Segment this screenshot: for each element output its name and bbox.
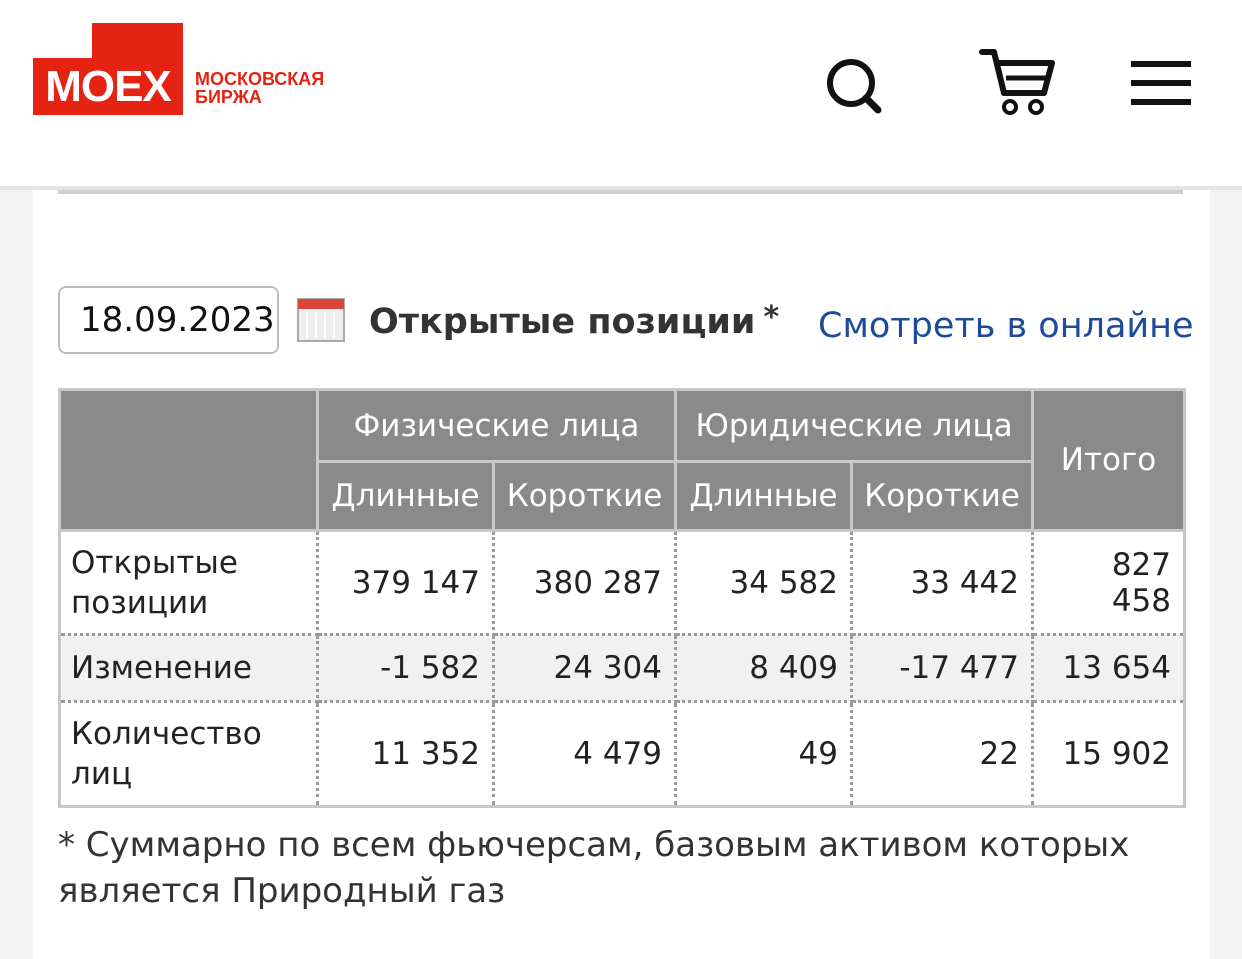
- subheader: Длинные: [316, 460, 495, 532]
- table-body: Открытые позиции 379 147 380 287 34 582 33 4…: [58, 529, 1186, 808]
- subheader: Короткие: [492, 460, 677, 532]
- cart-icon[interactable]: [978, 45, 1058, 120]
- logo-subtitle: БИРЖА: [195, 87, 262, 107]
- logo-subtitle: МОСКОВСКАЯ: [195, 69, 325, 89]
- cell-value: 15 902: [1031, 700, 1186, 808]
- positions-table: Физические лица Юридические лица Итого Д…: [58, 388, 1186, 808]
- search-icon[interactable]: [820, 52, 890, 122]
- cell-value: -1 582: [316, 633, 495, 703]
- group-header: Юридические лица: [674, 388, 1034, 463]
- cell-value: 827 458: [1031, 529, 1186, 636]
- logo[interactable]: MOEX: [33, 58, 183, 115]
- data-row: Изменение -1 582 24 304 8 409 -17 477 13 654: [58, 633, 1186, 703]
- cell-value: 380 287: [492, 529, 677, 636]
- row-label: Изменение: [58, 633, 319, 703]
- total-header: Итого: [1031, 388, 1186, 532]
- cell-value: 33 442: [850, 529, 1034, 636]
- data-row: Количество лиц 11 352 4 479 49 22 15 902: [58, 700, 1186, 808]
- divider: [58, 190, 1183, 194]
- row-label: Количество лиц: [58, 700, 319, 808]
- online-link[interactable]: Смотреть в онлайне: [818, 306, 1194, 346]
- group-header: Физические лица: [316, 388, 677, 463]
- menu-icon[interactable]: [1128, 58, 1194, 108]
- cell-value: 49: [674, 700, 853, 808]
- cell-value: 13 654: [1031, 633, 1186, 703]
- cell-value: 8 409: [674, 633, 853, 703]
- cell-value: 11 352: [316, 700, 495, 808]
- subheader: Короткие: [850, 460, 1034, 532]
- footnote: * Суммарно по всем фьючерсам, базовым ак…: [58, 825, 1130, 911]
- cell-value: 379 147: [316, 529, 495, 636]
- cell-value: 34 582: [674, 529, 853, 636]
- cell-value: 4 479: [492, 700, 677, 808]
- cell-value: 22: [850, 700, 1034, 808]
- logo-block: [92, 23, 183, 63]
- data-row: Открытые позиции 379 147 380 287 34 582 33 4…: [58, 529, 1186, 636]
- header-row: Физические лица Юридические лица Итого: [58, 388, 1186, 532]
- row-label: Открытые позиции: [58, 529, 319, 636]
- title-text: Открытые позиции: [369, 302, 756, 342]
- date-input[interactable]: 18.09.2023: [58, 286, 279, 354]
- subheader: Длинные: [674, 460, 853, 532]
- title-mark: *: [763, 300, 780, 335]
- calendar-icon[interactable]: [297, 298, 345, 342]
- subheader-row: Длинные Короткие Длинные Короткие: [60, 460, 1185, 532]
- title: Открытые позиции *: [369, 294, 779, 346]
- cell-value: -17 477: [850, 633, 1034, 703]
- cell-value: 24 304: [492, 633, 677, 703]
- header-cell: [58, 388, 319, 532]
